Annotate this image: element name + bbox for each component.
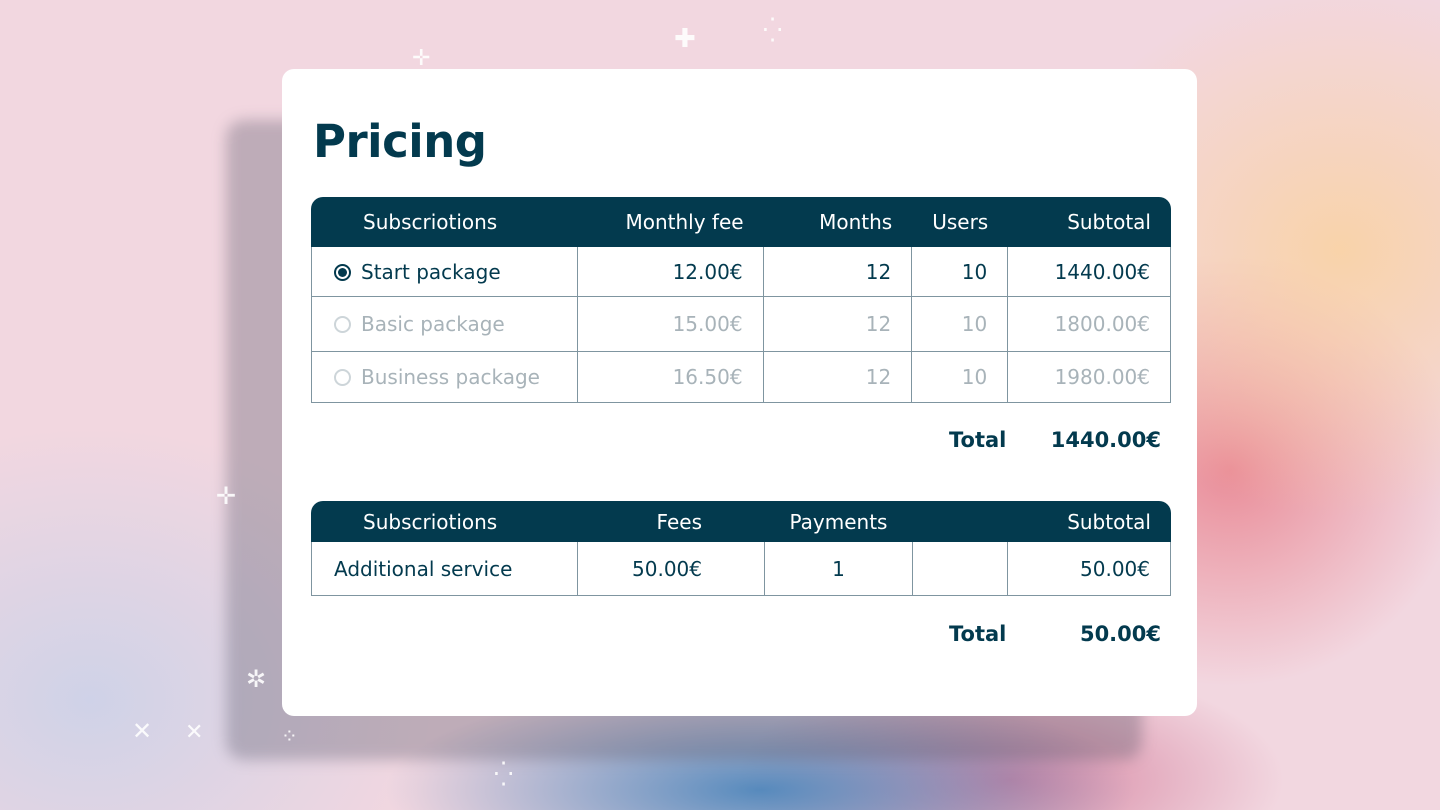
monthly-fee-cell: 12.00€: [577, 247, 764, 297]
radio-selected-icon[interactable]: [334, 263, 351, 281]
pricing-card: Pricing Subscriotions Monthly fee Months…: [282, 69, 1197, 716]
service-name-cell: Additional service: [311, 542, 578, 596]
subtotal-cell: 1440.00€: [1008, 247, 1171, 297]
subscriptions-table: Subscriotions Monthly fee Months Users S…: [311, 197, 1171, 403]
sparkle-icon: ✚: [674, 24, 696, 54]
users-cell: 10: [912, 352, 1009, 403]
sparkle-icon: ⁛: [763, 16, 783, 44]
total-value: 1440.00€: [1050, 428, 1161, 452]
additional-services-table: Subscriotions Fees Payments Subtotal Add…: [311, 501, 1171, 596]
subtotal-cell: 50.00€: [1008, 542, 1171, 596]
sparkle-icon: ✕: [132, 717, 153, 745]
column-header-users: Users: [912, 197, 1009, 247]
table-header-row: Subscriotions Fees Payments Subtotal: [311, 501, 1171, 542]
total-label: Total: [949, 428, 1007, 452]
sparkle-icon: ⁘: [281, 724, 298, 748]
column-header-fees: Fees: [578, 501, 764, 542]
table-row[interactable]: Start package 12.00€ 12 10 1440.00€: [311, 247, 1171, 297]
users-cell: 10: [912, 297, 1009, 352]
months-cell: 12: [763, 247, 913, 297]
package-name: Basic package: [361, 312, 505, 336]
sparkle-icon: ✛: [412, 46, 431, 71]
table-row: Additional service 50.00€ 1 50.00€: [311, 542, 1171, 596]
table-row[interactable]: Basic package 15.00€ 12 10 1800.00€: [311, 297, 1171, 352]
package-name: Business package: [361, 365, 540, 389]
column-header-subscriptions: Subscriotions: [311, 501, 578, 542]
total-label: Total: [949, 622, 1007, 646]
page-title: Pricing: [313, 115, 487, 168]
sparkle-icon: ✕: [185, 720, 204, 745]
subtotal-cell: 1980.00€: [1008, 352, 1171, 403]
radio-unselected-icon[interactable]: [334, 369, 351, 386]
total-value: 50.00€: [1079, 622, 1161, 646]
sparkle-icon: ✛: [216, 482, 237, 510]
sparkle-icon: ⁛: [494, 760, 514, 788]
column-header-subtotal: Subtotal: [1008, 197, 1171, 247]
monthly-fee-cell: 15.00€: [577, 297, 764, 352]
column-header-subtotal: Subtotal: [1008, 501, 1171, 542]
fee-cell: 50.00€: [578, 542, 764, 596]
payments-cell: 1: [764, 542, 913, 596]
sparkle-icon: ✲: [246, 665, 267, 693]
column-header-empty: [913, 501, 1008, 542]
column-header-subscriptions: Subscriotions: [311, 197, 578, 247]
package-cell[interactable]: Basic package: [311, 297, 578, 352]
empty-cell: [913, 542, 1008, 596]
column-header-payments: Payments: [764, 501, 913, 542]
table-header-row: Subscriotions Monthly fee Months Users S…: [311, 197, 1171, 247]
users-cell: 10: [912, 247, 1009, 297]
column-header-months: Months: [763, 197, 913, 247]
column-header-monthly-fee: Monthly fee: [577, 197, 764, 247]
months-cell: 12: [763, 352, 913, 403]
package-cell[interactable]: Start package: [311, 247, 578, 297]
subtotal-cell: 1800.00€: [1008, 297, 1171, 352]
monthly-fee-cell: 16.50€: [577, 352, 764, 403]
package-cell[interactable]: Business package: [311, 352, 578, 403]
package-name: Start package: [361, 259, 501, 284]
months-cell: 12: [763, 297, 913, 352]
radio-unselected-icon[interactable]: [334, 316, 351, 333]
table-row[interactable]: Business package 16.50€ 12 10 1980.00€: [311, 352, 1171, 403]
